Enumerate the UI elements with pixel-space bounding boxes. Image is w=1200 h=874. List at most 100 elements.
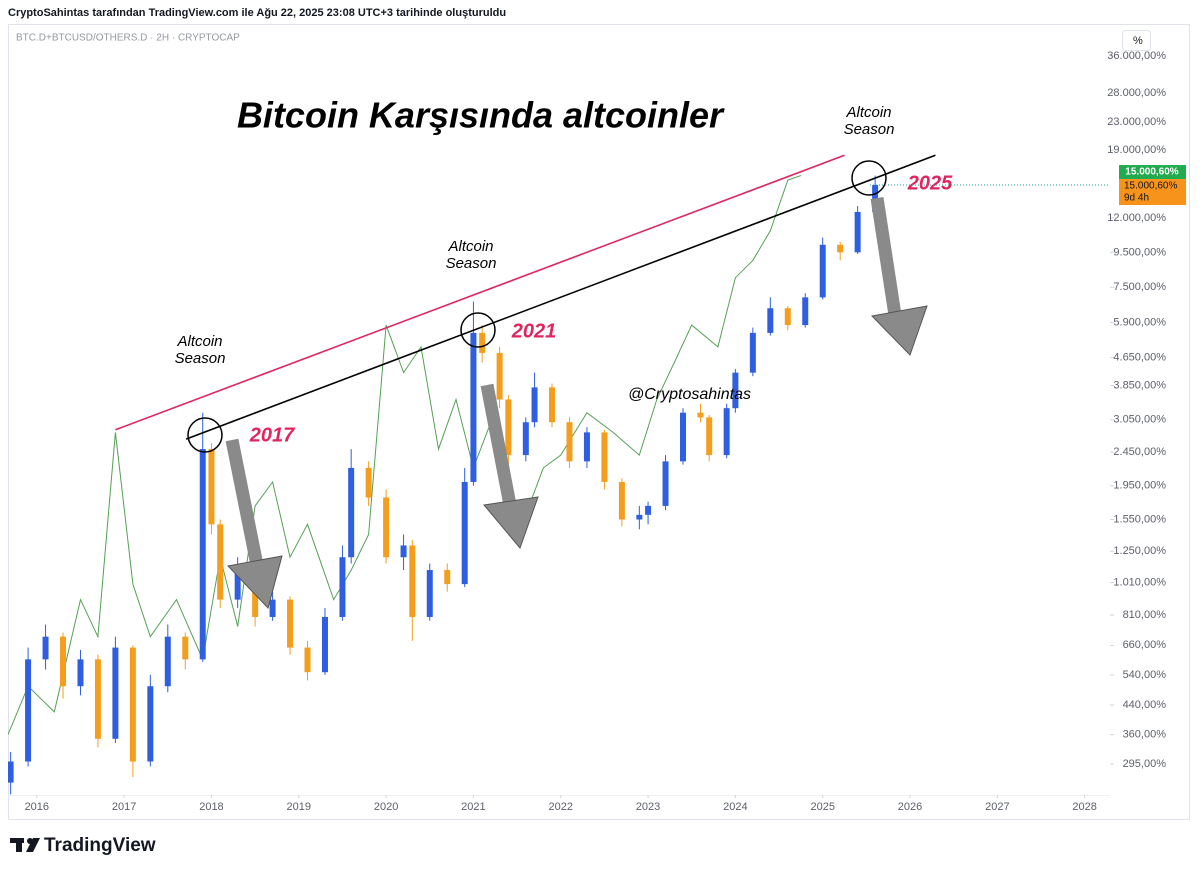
season-label-line: Altcoin [176,333,222,350]
candle-body [723,408,730,456]
y-tick-label: 9.500,00% [1113,246,1166,258]
season-label: Altcoin Season [446,238,497,272]
candle-body [269,599,276,617]
candle-body [697,412,704,418]
candle-body [94,659,101,739]
candle-body [679,412,686,462]
arrow-shaft [870,197,902,316]
x-tick-label: 2023 [636,801,660,813]
arrow-shaft [225,438,265,572]
candle-body [732,372,739,409]
x-tick-label: 2024 [723,801,747,813]
candle-body [339,557,346,617]
countdown-label: 9d 4h [1124,193,1149,204]
candle-body [767,308,774,333]
candle-body [217,524,224,600]
y-tick-label: 1.250,00% [1113,545,1166,557]
candle-body [618,481,625,520]
chart-frame [8,24,1190,820]
candle-body [60,636,67,687]
candle-body [784,308,791,326]
candle-body [837,244,844,253]
scale-toggle[interactable]: % [1133,35,1143,47]
candle-body [802,297,809,326]
y-tick-label: 5.900,00% [1113,316,1166,328]
candle-body [182,636,189,660]
y-tick-label: 23.000,00% [1107,116,1166,128]
candle-body [531,387,538,423]
candle-body [400,545,407,558]
season-label-line: Season [175,350,226,367]
scale-toggle-button[interactable] [1122,30,1151,51]
candle-body [549,387,556,423]
season-label-line: Season [446,255,497,272]
line-series [115,154,845,431]
line-series [8,175,802,735]
x-tick-label: 2019 [287,801,311,813]
y-tick-label: 36.000,00% [1107,50,1166,62]
arrow-head [483,496,539,549]
price-label: 15.000,60% [1124,181,1177,192]
y-tick-label: 295,00% [1123,758,1167,770]
candle-body [749,332,756,373]
season-label-line: Season [844,121,895,138]
y-tick-label: 19.000,00% [1107,144,1166,156]
candle-body [854,211,861,253]
y-tick-label: 4.650,00% [1113,352,1166,364]
candle-body [461,481,468,585]
down-arrows [225,197,928,609]
y-tick-label: 360,00% [1123,729,1167,741]
y-tick-label: 1.550,00% [1113,513,1166,525]
x-tick-label: 2018 [199,801,223,813]
candle-body [112,647,119,739]
highlight-circle [187,417,223,453]
candle-body [444,570,451,585]
y-tick-label: 540,00% [1123,669,1167,681]
logo-shape [16,838,22,852]
candle-body [321,616,328,673]
candle-body [479,332,486,353]
candle-body [645,505,652,515]
year-label: 2025 [907,172,953,194]
candle-body [208,449,215,525]
logo-shape [26,838,40,852]
candle-body [8,761,14,783]
candle-body [199,449,206,660]
arrow-head [227,555,283,609]
x-tick-label: 2021 [461,801,485,813]
y-tick-label: 2.450,00% [1113,446,1166,458]
candle-body [819,244,826,298]
candle-body [522,422,529,456]
footer-brand: TradingView [44,835,156,856]
candle-body [706,417,713,456]
candle-body [77,659,84,687]
y-tick-label: 7.500,00% [1113,281,1166,293]
candle-body [304,647,311,673]
x-tick-label: 2025 [810,801,834,813]
y-tick-label: 1.950,00% [1113,480,1166,492]
y-tick-label: 12.000,00% [1107,212,1166,224]
x-tick-label: 2017 [112,801,136,813]
chart-title: Bitcoin Karşısında altcoinler [237,95,725,136]
season-label: Altcoin Season [844,104,895,138]
x-tick-label: 2027 [985,801,1009,813]
candle-body [287,599,294,648]
candle-body [409,545,416,617]
arrow-shaft [480,383,517,507]
watermark: @Cryptosahintas [628,386,751,403]
season-label: Altcoin Season [175,333,226,367]
candle-body [164,636,171,687]
year-label: 2017 [249,424,295,446]
x-tick-label: 2022 [549,801,573,813]
candle-body [583,432,590,462]
y-tick-label: 28.000,00% [1107,87,1166,99]
highlight-circle [851,160,887,196]
y-tick-label: 3.850,00% [1113,379,1166,391]
y-tick-label: 660,00% [1123,639,1167,651]
tradingview-logo [10,838,40,852]
highlight-circle [460,312,496,348]
year-label: 2021 [511,320,557,342]
